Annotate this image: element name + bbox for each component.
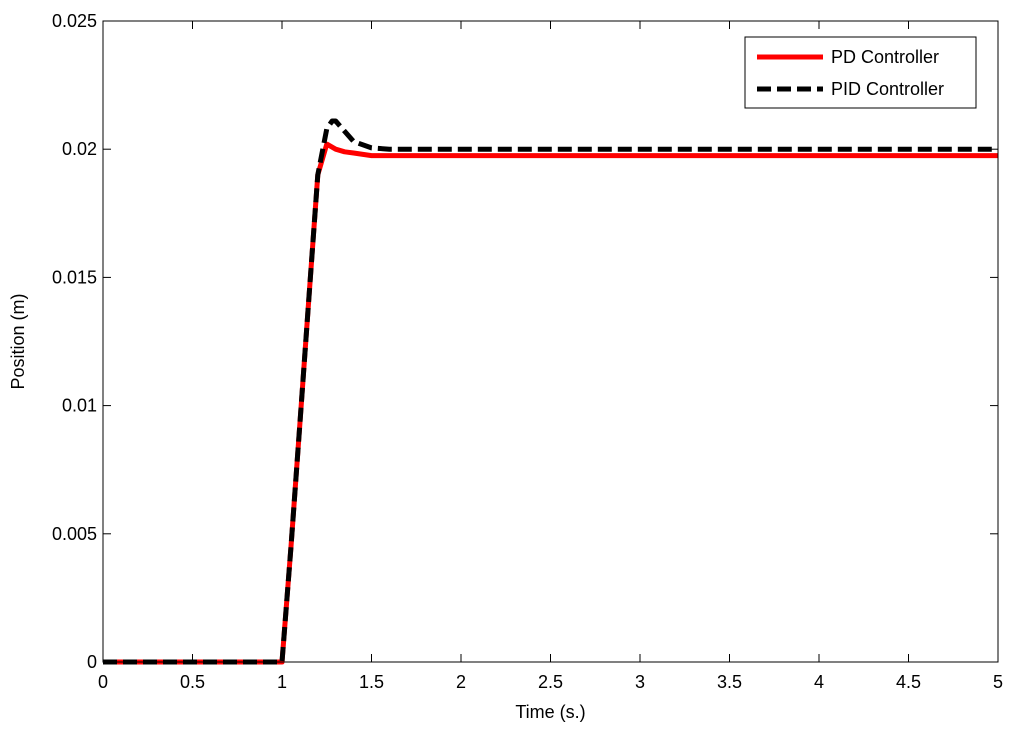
y-tick-label: 0.005 (52, 524, 97, 544)
x-tick-label: 0.5 (180, 672, 205, 692)
x-tick-label: 1 (277, 672, 287, 692)
x-tick-label: 1.5 (359, 672, 384, 692)
y-tick-label: 0.015 (52, 267, 97, 287)
x-tick-label: 3 (635, 672, 645, 692)
y-tick-label: 0.025 (52, 11, 97, 31)
x-tick-label: 0 (98, 672, 108, 692)
plot-background (103, 21, 998, 662)
series-line-pd (103, 141, 998, 665)
x-tick-label: 4 (814, 672, 824, 692)
legend-label-pd: PD Controller (831, 47, 939, 67)
x-tick-label: 3.5 (717, 672, 742, 692)
legend-box (744, 36, 977, 109)
y-axis-label: Position (m) (8, 293, 28, 389)
legend: PD Controller PID Controller (744, 36, 977, 109)
x-axis-label: Time (s.) (515, 702, 585, 722)
y-tick-label: 0.01 (62, 396, 97, 416)
y-tick-label: 0 (87, 652, 97, 672)
x-tick-label: 2.5 (538, 672, 563, 692)
y-tick-label: 0.02 (62, 139, 97, 159)
x-tick-label: 2 (456, 672, 466, 692)
x-tick-label: 5 (993, 672, 1003, 692)
tick-labels: 0 0.5 1 1.5 2 2.5 3 3.5 4 4.5 5 0 0.005 0.01 0.015 0.02… (52, 11, 1003, 692)
plot-frame (102, 20, 999, 663)
legend-label-pid: PID Controller (831, 79, 944, 99)
series-line-pid (103, 118, 998, 665)
x-tick-label: 4.5 (896, 672, 921, 692)
series-layer (103, 118, 998, 665)
